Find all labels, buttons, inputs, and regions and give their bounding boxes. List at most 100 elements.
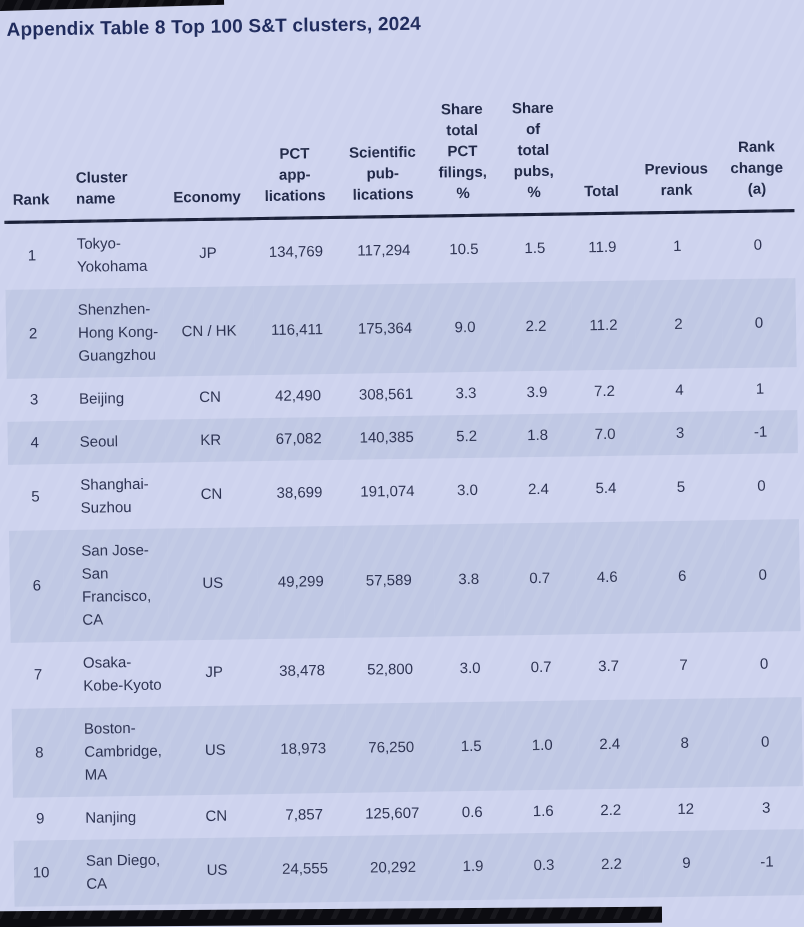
photo-edge-bottom-bar <box>0 906 663 927</box>
cell-pct-applications: 67,082 <box>255 416 342 461</box>
cell-share-pct-filings: 3.0 <box>459 659 481 678</box>
cell-rank-change: -1 <box>729 828 804 896</box>
table-body: 1 Tokyo- Yokohama JP 134,769 117,294 10.… <box>4 210 804 907</box>
table-row: 8 Boston- Cambridge, MA US 18,973 76,250… <box>11 696 803 798</box>
cell-share-pct-filings: 0.6 <box>461 803 483 821</box>
page-title: Appendix Table 8 Top 100 S&T clusters, 2… <box>6 13 422 41</box>
cell-previous-rank: 8 <box>640 697 729 788</box>
table-row: 5 Shanghai- Suzhou CN 38,699 191,074 3.0… <box>8 453 799 531</box>
cell-share-pubs: 2.4 <box>527 480 550 499</box>
header-cluster-name: Cluster name <box>55 47 163 222</box>
table-row: 7 Osaka- Kobe-Kyoto JP 38,478 52,800 3.0… <box>11 631 802 709</box>
cell-share-pubs: 1.5 <box>524 239 546 258</box>
cell-cluster-name: Tokyo- Yokohama <box>76 234 148 276</box>
cell-total: 2.4 <box>577 698 642 789</box>
cell-share-pubs: 0.3 <box>507 831 581 899</box>
cell-rank: 2 <box>5 288 61 379</box>
table-row: 2 Shenzhen- Hong Kong- Guangzhou CN / HK… <box>5 277 797 379</box>
clusters-table: Rank Cluster name Economy PCT app- licat… <box>1 38 804 907</box>
cell-cluster-name: Shanghai- Suzhou <box>80 475 149 517</box>
cell-cluster-name: Seoul <box>61 419 167 464</box>
cell-pct-applications: 116,411 <box>253 284 341 375</box>
cell-previous-rank: 9 <box>642 829 731 897</box>
cell-rank: 5 <box>31 488 40 506</box>
cell-previous-rank: 7 <box>679 656 688 674</box>
cell-scientific-publications: 191,074 <box>360 482 415 501</box>
cell-pct-applications: 7,857 <box>285 805 324 824</box>
cell-rank-change: 3 <box>761 799 771 817</box>
cell-rank: 4 <box>7 420 63 465</box>
cell-scientific-publications: 140,385 <box>341 415 432 460</box>
cell-share-pubs: 1.6 <box>532 802 554 820</box>
cell-previous-rank: 1 <box>673 237 682 255</box>
cell-total: 7.2 <box>593 382 616 400</box>
cell-rank-change: -1 <box>723 409 798 454</box>
cell-total: 7.0 <box>573 412 637 456</box>
cell-economy: JP <box>199 244 217 262</box>
cell-pct-applications: 38,699 <box>276 484 323 502</box>
cell-economy: KR <box>165 417 257 463</box>
header-scientific-publications: Scientific pub- lications <box>335 43 429 217</box>
cell-cluster-name: Shenzhen- Hong Kong- Guangzhou <box>59 287 165 378</box>
header-share-pubs: Share of total pubs, % <box>495 41 571 215</box>
cell-economy: US <box>171 836 263 904</box>
cell-scientific-publications: 57,589 <box>342 524 435 638</box>
cell-pct-applications: 24,555 <box>261 835 349 903</box>
cell-scientific-publications: 125,607 <box>364 804 420 823</box>
cell-rank-change: 0 <box>753 236 763 254</box>
cell-share-pct-filings: 10.5 <box>449 240 479 259</box>
cell-previous-rank: 6 <box>637 519 727 633</box>
cell-cluster-name: Beijing <box>78 389 125 408</box>
cell-total: 4.6 <box>574 521 640 634</box>
cell-rank-change: 0 <box>724 518 801 632</box>
cell-economy: JP <box>205 663 224 681</box>
cell-pct-applications: 18,973 <box>259 703 347 794</box>
cell-rank-change: 0 <box>721 277 797 368</box>
header-economy: Economy <box>159 46 253 220</box>
cell-share-pubs: 1.0 <box>505 699 579 790</box>
header-rank-change: Rank change (a) <box>717 38 795 212</box>
cell-rank-change: 0 <box>757 477 766 495</box>
cell-share-pct-filings: 3.0 <box>456 481 479 500</box>
cell-scientific-publications: 76,250 <box>345 702 437 793</box>
cell-cluster-name: Boston- Cambridge, MA <box>65 705 171 797</box>
cell-pct-applications: 49,299 <box>256 525 345 639</box>
cell-previous-rank: 12 <box>677 800 695 818</box>
cell-rank-change: 0 <box>727 696 803 787</box>
cell-rank: 10 <box>13 839 69 907</box>
header-total: Total <box>567 40 634 214</box>
cell-cluster-name: San Diego, CA <box>67 837 173 906</box>
cell-total: 11.9 <box>588 238 617 257</box>
cell-previous-rank: 5 <box>676 478 686 496</box>
cell-rank: 1 <box>27 247 37 265</box>
header-share-pct-filings: Share total PCT filings, % <box>425 42 499 216</box>
cell-scientific-publications: 308,561 <box>358 385 414 404</box>
cell-economy: CN <box>205 807 228 825</box>
table-row: 1 Tokyo- Yokohama JP 134,769 117,294 10.… <box>4 210 795 289</box>
cell-share-pubs: 2.2 <box>499 280 573 372</box>
cell-economy: US <box>166 526 259 640</box>
table-row: 6 San Jose- San Francisco, CA US 49,299 … <box>9 518 801 643</box>
cell-cluster-name: Osaka- Kobe-Kyoto <box>82 653 162 695</box>
cell-previous-rank: 3 <box>636 410 724 456</box>
cell-share-pct-filings: 3.3 <box>455 384 477 402</box>
table-row: 10 San Diego, CA US 24,555 20,292 1.9 0.… <box>13 828 804 907</box>
header-pct-applications: PCT app- lications <box>249 44 339 219</box>
cell-share-pubs: 1.8 <box>501 412 574 458</box>
cell-rank: 9 <box>35 809 45 827</box>
cell-scientific-publications: 175,364 <box>339 283 431 374</box>
cell-total: 2.2 <box>579 830 644 898</box>
cell-economy: CN / HK <box>163 285 255 377</box>
cell-rank-change: 1 <box>755 380 765 398</box>
header-previous-rank: Previous rank <box>630 39 721 213</box>
cell-rank: 7 <box>33 666 43 684</box>
cell-total: 5.4 <box>595 479 617 498</box>
cell-previous-rank: 2 <box>634 278 723 370</box>
cell-total: 3.7 <box>598 657 620 676</box>
cell-pct-applications: 38,478 <box>279 662 326 680</box>
cell-share-pubs: 0.7 <box>530 658 552 677</box>
cell-pct-applications: 134,769 <box>268 243 324 261</box>
cell-economy: CN <box>199 388 222 406</box>
cell-share-pct-filings: 1.5 <box>435 700 507 792</box>
cell-rank-change: 0 <box>759 655 769 673</box>
